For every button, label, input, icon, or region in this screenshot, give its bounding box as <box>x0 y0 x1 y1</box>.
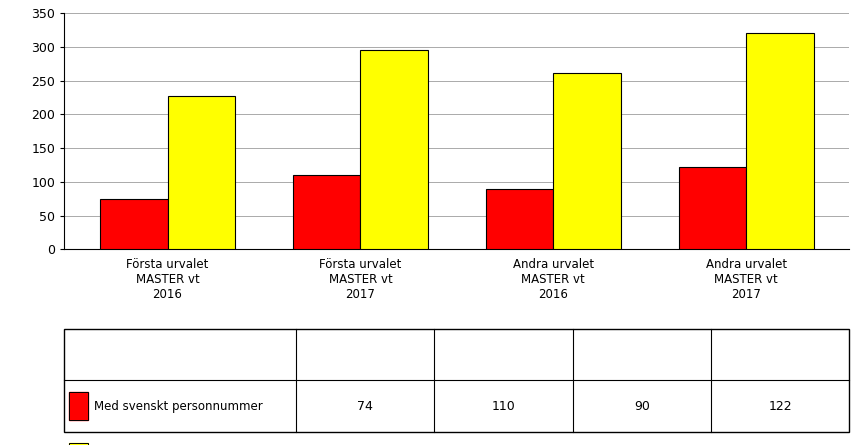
Text: Med svenskt personnummer: Med svenskt personnummer <box>94 400 263 413</box>
Bar <box>746 33 813 249</box>
Text: 110: 110 <box>492 400 516 413</box>
Bar <box>100 199 167 249</box>
Bar <box>360 50 428 249</box>
Text: 74: 74 <box>357 400 373 413</box>
Bar <box>679 167 746 249</box>
Bar <box>553 73 621 249</box>
Text: 122: 122 <box>769 400 792 413</box>
Bar <box>486 189 553 249</box>
Bar <box>293 175 360 249</box>
Bar <box>167 96 235 249</box>
Text: 90: 90 <box>634 400 650 413</box>
